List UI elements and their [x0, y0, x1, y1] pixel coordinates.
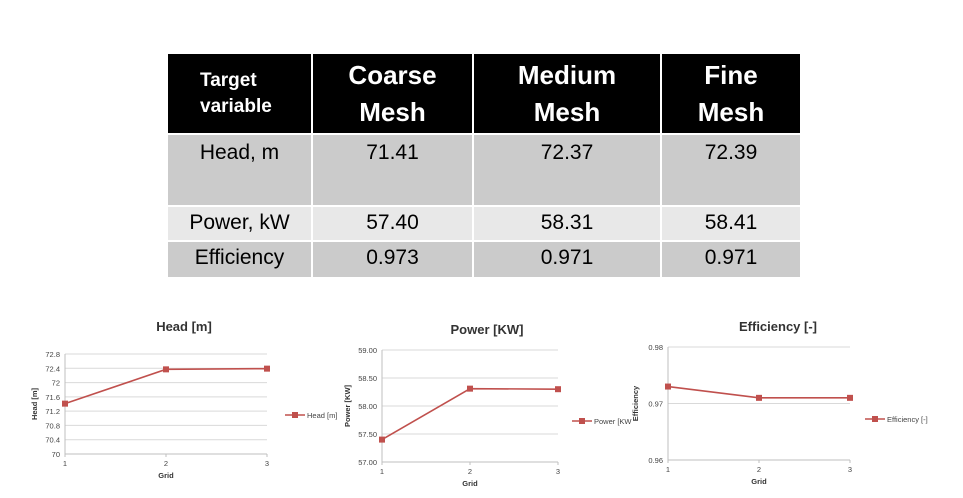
x-tick-label: 1 [380, 467, 384, 476]
x-tick-label: 2 [757, 465, 761, 474]
chart-title: Power [KW] [451, 322, 524, 337]
y-axis-label: Efficiency [631, 385, 640, 421]
x-tick-label: 3 [265, 459, 269, 468]
y-tick-label: 71.2 [45, 407, 60, 416]
y-tick-label: 72.4 [45, 364, 60, 373]
data-point [379, 436, 385, 443]
data-point [756, 394, 762, 401]
legend-marker [872, 416, 878, 422]
x-tick-label: 1 [666, 465, 670, 474]
y-tick-label: 70.4 [45, 436, 60, 445]
legend-label: Efficiency [-] [887, 415, 928, 424]
cell-value: 72.39 [661, 133, 800, 206]
y-tick-label: 0.96 [648, 456, 663, 465]
table-header-row: Target variable Coarse Mesh Medium Mesh … [168, 54, 800, 134]
y-tick-label: 58.50 [358, 374, 377, 383]
y-tick-label: 0.98 [648, 343, 663, 352]
header-line: Coarse [348, 59, 437, 90]
row-label: Power, kW [168, 205, 313, 241]
y-tick-label: 71.6 [45, 393, 60, 402]
header-line: Medium [517, 59, 617, 90]
legend-marker [292, 412, 298, 418]
cell-value: 72.37 [473, 133, 662, 206]
y-axis-label: Head [m] [30, 387, 39, 420]
y-tick-label: 0.97 [648, 400, 663, 409]
data-point [264, 365, 270, 372]
x-tick-label: 1 [63, 459, 67, 468]
head-chart: Head [m] 70 70.4 70.8 71.2 71.6 72 72.4 72.8 1 2 3 G… [30, 319, 337, 480]
header-coarse-mesh: Coarse Mesh [312, 54, 474, 134]
efficiency-chart: Efficiency [-] 0.96 0.97 0.98 1 2 3 Grid Efficie… [631, 319, 928, 486]
y-tick-label: 70 [52, 450, 60, 459]
x-tick-label: 2 [164, 459, 168, 468]
cell-value: 71.41 [312, 133, 474, 206]
data-point [62, 400, 68, 407]
cell-value: 57.40 [312, 205, 474, 241]
cell-value: 0.973 [312, 240, 474, 277]
data-point [467, 385, 473, 392]
series-line [64, 367, 268, 405]
data-point [847, 394, 853, 401]
y-tick-label: 70.8 [45, 421, 60, 430]
table-row: Head, m 71.41 72.37 72.39 [168, 133, 800, 206]
series-line [381, 387, 559, 441]
x-tick-label: 3 [848, 465, 852, 474]
chart-title: Head [m] [156, 319, 212, 334]
header-line: Mesh [697, 96, 765, 127]
y-tick-label: 57.00 [358, 458, 377, 467]
data-point [163, 366, 169, 373]
row-label: Efficiency [168, 240, 313, 277]
chart-title: Efficiency [-] [739, 319, 817, 334]
data-point [665, 383, 671, 390]
x-axis-label: Grid [751, 477, 767, 486]
x-tick-label: 2 [468, 467, 472, 476]
x-axis-label: Grid [462, 479, 478, 488]
table-row: Power, kW 57.40 58.31 58.41 [168, 205, 800, 241]
x-tick-label: 3 [556, 467, 560, 476]
y-tick-label: 57.50 [358, 430, 377, 439]
header-medium-mesh: Medium Mesh [473, 54, 662, 134]
y-axis-label: Power [KW] [343, 384, 352, 427]
mesh-comparison-table: Target variable Coarse Mesh Medium Mesh … [168, 54, 800, 277]
x-axis-label: Grid [158, 471, 174, 480]
header-line: Target [200, 69, 257, 91]
table-row: Efficiency 0.973 0.971 0.971 [168, 240, 800, 277]
header-fine-mesh: Fine Mesh [661, 54, 800, 134]
header-target-variable: Target variable [168, 54, 313, 134]
cell-value: 0.971 [473, 240, 662, 277]
row-label: Head, m [168, 133, 313, 206]
cell-value: 0.971 [661, 240, 800, 277]
header-line: variable [200, 95, 272, 117]
legend-marker [579, 418, 585, 424]
y-tick-label: 59.00 [358, 346, 377, 355]
power-chart: Power [KW] 57.00 57.50 58.00 58.50 59.00 1 2 3 Gr… [343, 322, 632, 488]
header-line: Mesh [359, 96, 426, 127]
y-tick-label: 58.00 [358, 402, 377, 411]
legend-label: Head [m] [307, 411, 337, 420]
data-point [555, 386, 561, 393]
cell-value: 58.31 [473, 205, 662, 241]
header-line: Mesh [533, 96, 601, 127]
y-tick-label: 72.8 [45, 350, 60, 359]
header-line: Fine [704, 59, 758, 90]
legend-label: Power [KW [594, 417, 632, 426]
y-tick-label: 72 [52, 379, 60, 388]
cell-value: 58.41 [661, 205, 800, 241]
